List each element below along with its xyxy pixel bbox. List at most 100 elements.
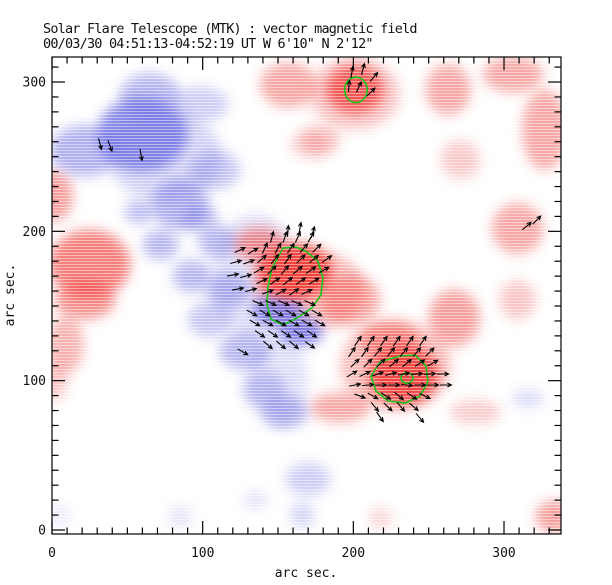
transverse-field-arrow — [259, 309, 271, 317]
transverse-field-arrow — [308, 277, 320, 285]
transverse-field-arrow — [282, 230, 288, 243]
y-tick-label: 300 — [23, 76, 46, 91]
transverse-field-arrow — [230, 259, 243, 264]
transverse-field-arrow — [361, 382, 375, 388]
y-tick-label: 100 — [23, 374, 46, 389]
transverse-field-arrow — [274, 242, 282, 254]
transverse-field-arrow — [280, 264, 290, 275]
x-tick-label: 300 — [492, 546, 515, 561]
transverse-field-arrow — [361, 62, 366, 75]
transverse-field-arrow — [367, 392, 379, 400]
transverse-field-arrow — [287, 242, 295, 254]
transverse-field-arrow — [410, 371, 424, 377]
transverse-field-arrow — [262, 241, 268, 254]
transverse-field-arrow — [245, 287, 258, 293]
transverse-field-arrow — [385, 371, 398, 376]
transverse-field-arrow — [321, 255, 333, 263]
transverse-field-arrow — [296, 254, 306, 264]
transverse-field-arrow — [419, 393, 432, 399]
transverse-field-arrow — [393, 335, 401, 347]
transverse-field-arrow — [312, 243, 322, 253]
transverse-field-arrow — [425, 347, 435, 357]
transverse-field-arrow — [276, 340, 287, 350]
transverse-field-arrow — [376, 411, 384, 423]
vector-arrows-layer — [98, 62, 542, 424]
transverse-field-arrow — [386, 346, 396, 357]
transverse-field-arrow — [522, 221, 533, 231]
transverse-field-arrow — [257, 254, 268, 264]
transverse-field-arrow — [254, 330, 266, 338]
transverse-field-arrow — [243, 259, 256, 265]
transverse-field-arrow — [249, 319, 261, 327]
transverse-field-arrow — [285, 224, 291, 238]
transverse-field-arrow — [262, 319, 274, 327]
transverse-field-arrow — [270, 230, 275, 243]
transverse-field-arrow — [247, 247, 259, 255]
transverse-field-arrow — [298, 309, 310, 317]
transverse-field-arrow — [348, 346, 356, 358]
transverse-field-arrow — [367, 335, 375, 347]
transverse-field-arrow — [436, 371, 450, 377]
transverse-field-arrow — [299, 242, 309, 253]
transverse-field-arrow — [267, 330, 279, 338]
transverse-field-arrow — [414, 359, 426, 367]
transverse-field-arrow — [370, 402, 380, 413]
transverse-field-arrow — [427, 359, 439, 367]
transverse-field-arrow — [412, 346, 422, 357]
transverse-field-arrow — [376, 358, 386, 368]
tick-labels-layer: 0 100 200 300 0 100 200 300 — [23, 76, 516, 562]
transverse-field-arrow — [354, 393, 367, 399]
transverse-field-arrow — [275, 288, 287, 296]
transverse-field-arrow — [293, 330, 305, 338]
transverse-field-arrow — [270, 253, 280, 264]
transverse-field-arrow — [314, 319, 326, 327]
y-tick-label: 200 — [23, 225, 46, 240]
transverse-field-arrow — [423, 371, 437, 377]
axis-ticks-layer — [51, 57, 561, 534]
scanline-noise-overlay — [52, 57, 561, 534]
transverse-field-arrow — [256, 278, 269, 284]
transverse-field-arrow — [406, 392, 418, 400]
transverse-field-arrow — [400, 382, 414, 388]
transverse-field-arrow — [237, 348, 249, 356]
transverse-field-arrow — [383, 402, 393, 412]
transverse-field-arrow — [369, 71, 379, 82]
transverse-field-arrow — [359, 371, 372, 377]
transverse-field-arrow — [426, 382, 440, 388]
field-strength-contour — [370, 354, 429, 404]
transverse-field-arrow — [350, 358, 360, 368]
transverse-field-arrow — [275, 319, 287, 327]
transverse-field-arrow — [240, 273, 253, 278]
transverse-field-arrow — [265, 300, 278, 306]
transverse-field-arrow — [402, 358, 413, 368]
transverse-field-arrow — [380, 392, 392, 400]
y-tick-label: 0 — [38, 524, 46, 539]
transverse-field-arrow — [285, 309, 297, 317]
transverse-field-arrow — [301, 319, 313, 327]
transverse-field-arrow — [293, 265, 304, 275]
transverse-field-arrow — [289, 340, 300, 350]
transverse-field-arrow — [288, 288, 300, 296]
figure-subtitle: 00/03/30 04:51:13-04:52:19 UT W 6'10" N … — [43, 36, 373, 52]
transverse-field-arrow — [363, 358, 373, 368]
transverse-field-arrow — [356, 80, 362, 93]
transverse-field-arrow — [372, 371, 385, 377]
plot-frame — [51, 56, 562, 535]
transverse-field-arrow — [304, 300, 317, 306]
transverse-field-arrow — [283, 276, 294, 286]
x-axis-title: arc sec. — [275, 566, 338, 581]
transverse-field-arrow — [288, 319, 300, 327]
transverse-field-arrow — [346, 370, 358, 378]
transverse-field-arrow — [305, 266, 317, 274]
y-axis-title: arc sec. — [3, 264, 18, 327]
transverse-field-arrow — [310, 225, 316, 238]
transverse-field-arrow — [406, 335, 414, 347]
transverse-field-arrow — [306, 330, 318, 338]
transverse-field-arrow — [252, 300, 265, 306]
transverse-field-arrow — [374, 382, 388, 388]
transverse-field-arrow — [301, 289, 314, 295]
transverse-field-arrow — [139, 149, 144, 162]
x-tick-label: 200 — [342, 546, 365, 561]
